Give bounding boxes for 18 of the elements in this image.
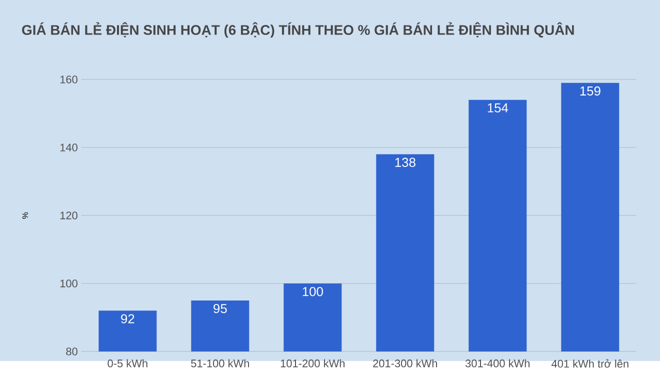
data-label: 154 (488, 103, 508, 112)
x-tick-label: 0-5 kWh (108, 359, 148, 368)
x-tick-label: 201-300 kWh (373, 359, 438, 368)
y-tick-label: 120 (60, 212, 78, 220)
x-tick-label: 51-100 kWh (191, 359, 249, 368)
x-tick-label: 401 kWh trở lên (551, 359, 628, 368)
x-tick-label: 301-400 kWh (465, 359, 530, 368)
x-tick-label: 101-200 kWh (280, 359, 345, 368)
y-tick-label: 140 (60, 144, 78, 152)
y-tick-label: 160 (60, 76, 78, 84)
data-label: 92 (121, 314, 134, 324)
y-tick-label: 100 (60, 280, 78, 288)
y-tick-label: 80 (66, 348, 78, 356)
chart-title: GIÁ BÁN LẺ ĐIỆN SINH HOẠT (6 BẬC) TÍNH THEO % GIÁ BÁN LẺ ĐIỆN BÌNH QUÂN (22, 22, 574, 38)
data-label: 159 (580, 86, 600, 96)
data-label: 138 (395, 158, 416, 167)
data-label: 95 (214, 304, 227, 314)
data-label: 100 (302, 287, 323, 296)
